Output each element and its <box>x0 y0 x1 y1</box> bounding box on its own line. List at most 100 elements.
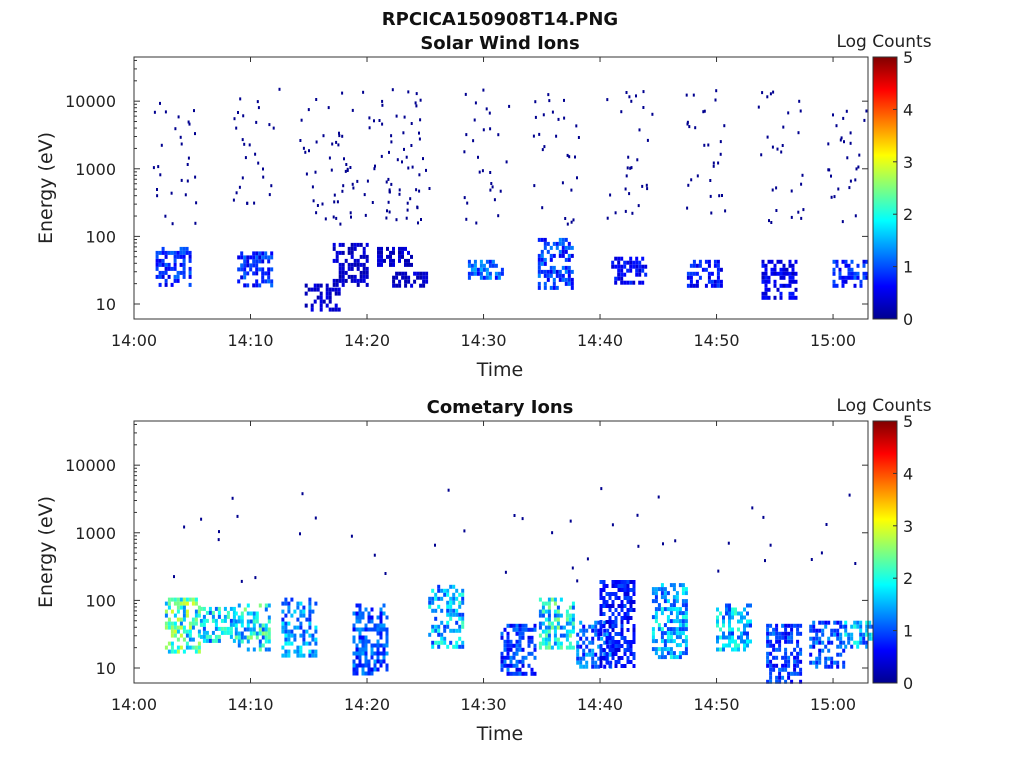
heatmap-cell <box>243 255 247 260</box>
heatmap-cell <box>766 635 770 640</box>
heatmap-cell <box>350 278 354 283</box>
heatmap-point <box>686 206 689 210</box>
heatmap-cell <box>338 250 342 255</box>
heatmap-point <box>338 131 340 135</box>
heatmap-cell <box>657 623 661 628</box>
heatmap-cell <box>623 260 627 265</box>
heatmap-cell <box>521 659 525 664</box>
heatmap-cell <box>546 269 550 274</box>
heatmap-cell <box>793 655 797 660</box>
heatmap-cell <box>383 258 386 263</box>
heatmap-cell <box>214 606 218 611</box>
heatmap-cell <box>644 272 648 277</box>
heatmap-point <box>339 222 342 226</box>
heatmap-cell <box>791 295 795 300</box>
heatmap-cell <box>605 600 609 604</box>
heatmap-cell <box>582 664 586 669</box>
heatmap-point <box>335 140 338 144</box>
heatmap-cell <box>170 629 174 634</box>
heatmap-cell <box>775 623 779 628</box>
heatmap-cell <box>509 655 513 660</box>
heatmap-cell <box>772 667 776 672</box>
heatmap-cell <box>500 663 504 668</box>
heatmap-cell <box>258 627 262 632</box>
heatmap-cell <box>847 271 851 276</box>
heatmap-cell <box>527 639 531 644</box>
heatmap-cell <box>591 660 595 665</box>
heatmap-cell <box>290 613 294 618</box>
heatmap-cell <box>385 627 389 632</box>
heatmap-cell <box>672 607 676 612</box>
heatmap-cell <box>370 651 374 656</box>
heatmap-point <box>333 193 336 197</box>
heatmap-cell <box>434 640 438 645</box>
heatmap-cell <box>564 257 568 262</box>
heatmap-cell <box>611 628 615 632</box>
heatmap-cell <box>576 648 580 653</box>
heatmap-cell <box>234 635 238 640</box>
heatmap-cell <box>428 604 432 609</box>
heatmap-cell <box>602 600 606 604</box>
heatmap-point <box>606 98 609 102</box>
heatmap-point <box>386 209 388 213</box>
heatmap-point <box>403 147 405 151</box>
heatmap-cell <box>663 655 667 660</box>
heatmap-cell <box>602 656 606 660</box>
heatmap-cell <box>666 615 670 620</box>
heatmap-point <box>257 161 260 165</box>
heatmap-cell <box>537 269 541 274</box>
heatmap-cell <box>632 628 636 632</box>
heatmap-cell <box>719 611 722 616</box>
heatmap-point <box>239 97 242 101</box>
heatmap-cell <box>818 660 822 665</box>
heatmap-cell <box>841 259 845 264</box>
heatmap-cell <box>425 279 429 284</box>
heatmap-cell <box>549 245 553 250</box>
heatmap-cell <box>167 597 171 602</box>
heatmap-point <box>694 126 697 130</box>
heatmap-cell <box>623 592 627 596</box>
heatmap-cell <box>832 271 836 276</box>
heatmap-cell <box>588 640 592 645</box>
heatmap-point <box>346 169 349 172</box>
heatmap-cell <box>731 611 734 616</box>
heatmap-cell <box>781 675 785 680</box>
heatmap-cell <box>173 625 177 630</box>
heatmap-cell <box>669 635 673 640</box>
heatmap-cell <box>261 255 265 260</box>
heatmap-cell <box>775 655 779 660</box>
colorbar-label-cometary: Log Counts <box>836 396 931 416</box>
heatmap-point <box>324 217 327 221</box>
heatmap-cell <box>547 605 551 610</box>
heatmap-cell <box>246 627 250 632</box>
heatmap-cell <box>862 259 866 264</box>
heatmap-cell <box>602 604 606 608</box>
heatmap-cell <box>367 667 371 672</box>
heatmap-cell <box>455 628 459 633</box>
heatmap-cell <box>611 600 615 604</box>
heatmap-point <box>625 174 628 178</box>
heatmap-cell <box>479 271 483 276</box>
heatmap-cell <box>672 639 676 644</box>
heatmap-cell <box>194 621 198 626</box>
heatmap-cell <box>255 263 259 268</box>
heatmap-point <box>409 197 412 201</box>
heatmap-cell <box>164 601 168 606</box>
heatmap-point <box>410 144 413 147</box>
heatmap-cell <box>379 635 383 640</box>
heatmap-cell <box>385 615 389 620</box>
heatmap-cell <box>678 623 682 628</box>
heatmap-cell <box>782 283 786 288</box>
heatmap-cell <box>565 613 569 618</box>
heatmap-cell <box>425 275 429 280</box>
heatmap-cell <box>716 635 719 640</box>
heatmap-cell <box>815 640 819 645</box>
heatmap-cell <box>518 635 522 640</box>
heatmap-cell <box>290 641 294 646</box>
heatmap-point <box>299 139 302 142</box>
heatmap-point <box>541 206 544 210</box>
heatmap-point <box>534 100 537 104</box>
heatmap-point <box>174 127 177 131</box>
heatmap-cell <box>362 266 366 271</box>
heatmap-cell <box>672 619 676 624</box>
